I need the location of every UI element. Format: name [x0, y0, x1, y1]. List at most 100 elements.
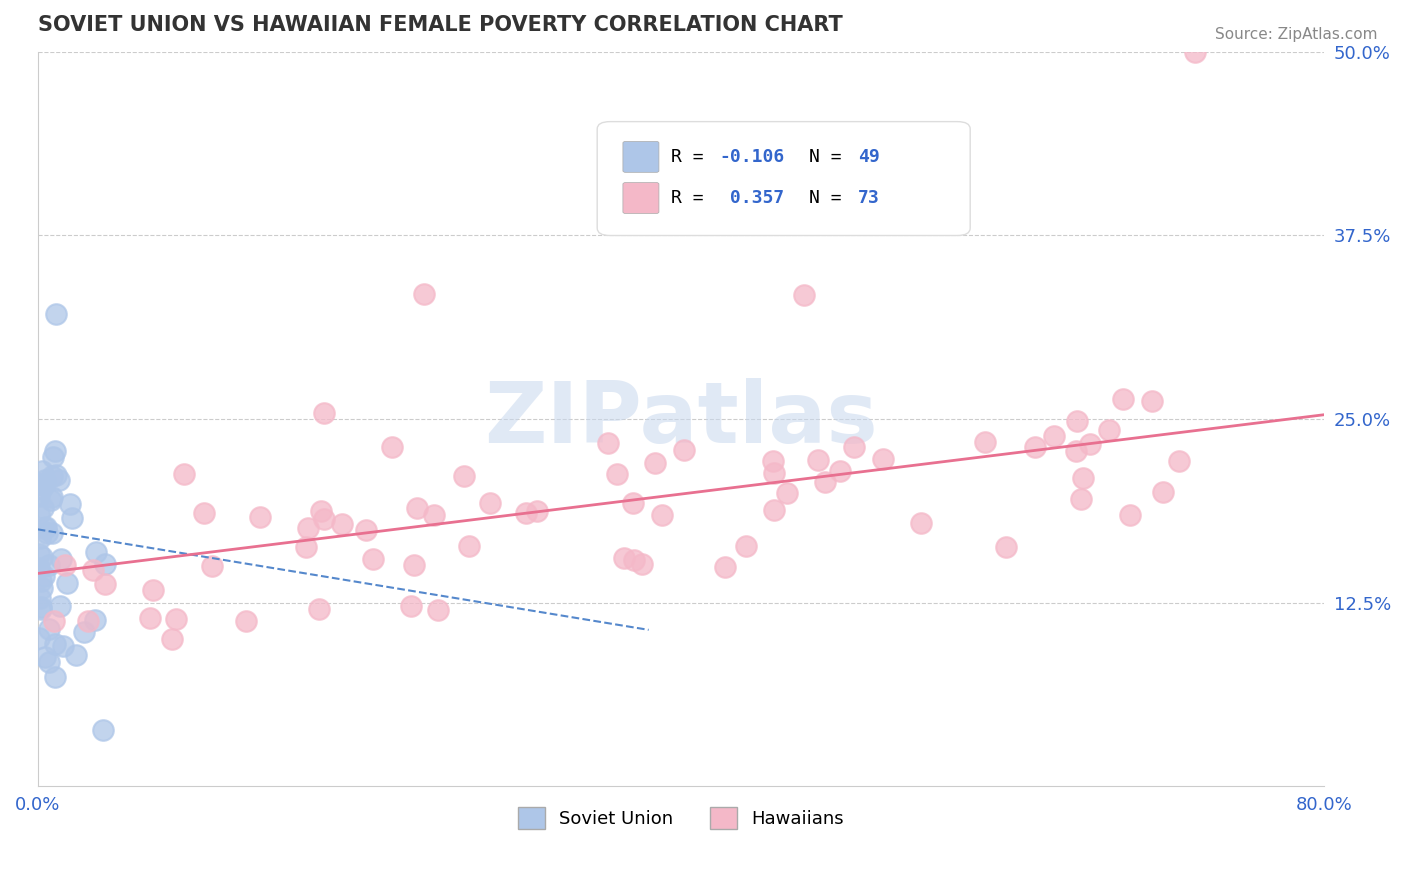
Point	[735, 540, 758, 554]
Text: 0.357: 0.357	[720, 189, 785, 207]
Point	[41, 468, 63, 483]
Point	[31, 481, 53, 495]
Point	[1167, 454, 1189, 468]
Point	[34, 521, 56, 535]
Point	[30, 599, 52, 614]
Point	[30, 477, 52, 491]
Point	[793, 288, 815, 302]
Point	[49, 599, 72, 614]
Point	[672, 442, 695, 457]
Point	[406, 500, 429, 515]
Point	[44, 443, 66, 458]
Point	[31, 464, 53, 478]
Point	[974, 434, 997, 449]
Point	[994, 540, 1017, 554]
Point	[94, 576, 117, 591]
Point	[1024, 440, 1046, 454]
FancyBboxPatch shape	[623, 183, 659, 213]
Point	[44, 637, 66, 651]
Point	[330, 517, 353, 532]
Point	[1071, 471, 1094, 485]
Point	[1070, 492, 1092, 507]
Text: ZIPatlas: ZIPatlas	[484, 377, 877, 460]
Point	[34, 650, 56, 665]
Point	[1118, 508, 1140, 522]
Point	[30, 591, 52, 606]
Point	[423, 508, 446, 522]
Point	[38, 622, 60, 636]
Text: N =: N =	[810, 148, 853, 166]
Point	[807, 452, 830, 467]
Point	[142, 583, 165, 598]
Point	[82, 563, 104, 577]
Point	[84, 544, 107, 558]
Point	[77, 614, 100, 628]
Point	[1064, 444, 1087, 458]
Point	[621, 496, 644, 510]
Point	[31, 550, 53, 565]
Point	[32, 500, 55, 515]
Point	[763, 466, 786, 480]
Point	[41, 526, 63, 541]
Point	[235, 614, 257, 628]
Point	[457, 540, 479, 554]
Point	[193, 507, 215, 521]
Point	[45, 307, 67, 321]
Point	[44, 670, 66, 684]
Point	[45, 468, 67, 483]
FancyBboxPatch shape	[598, 121, 970, 235]
Point	[613, 550, 636, 565]
Point	[1043, 429, 1066, 443]
Point	[51, 552, 73, 566]
Point	[1098, 423, 1121, 437]
Point	[162, 632, 184, 647]
Point	[309, 503, 332, 517]
Point	[94, 557, 117, 571]
Point	[295, 540, 318, 554]
Point	[34, 569, 56, 583]
Point	[714, 560, 737, 574]
Point	[842, 440, 865, 454]
Point	[35, 520, 58, 534]
Point	[1184, 45, 1206, 59]
Point	[828, 464, 851, 478]
Point	[598, 436, 620, 450]
Point	[42, 614, 65, 628]
Point	[872, 452, 894, 467]
Point	[173, 467, 195, 482]
Point	[623, 553, 645, 567]
Point	[91, 723, 114, 737]
Point	[910, 516, 932, 531]
Point	[48, 474, 70, 488]
Point	[28, 631, 51, 645]
Point	[28, 548, 51, 562]
Point	[28, 507, 51, 521]
Point	[526, 504, 548, 518]
Point	[1152, 484, 1174, 499]
Point	[308, 601, 330, 615]
Point	[1140, 394, 1163, 409]
Point	[138, 611, 160, 625]
Point	[73, 624, 96, 639]
Point	[761, 454, 783, 468]
Point	[249, 509, 271, 524]
Point	[651, 508, 673, 522]
Point	[53, 558, 76, 572]
Legend: Soviet Union, Hawaiians: Soviet Union, Hawaiians	[510, 800, 851, 836]
Text: 49: 49	[858, 148, 880, 166]
Point	[404, 558, 426, 572]
Text: R =: R =	[671, 189, 714, 207]
Text: -0.106: -0.106	[720, 148, 785, 166]
Point	[453, 469, 475, 483]
Point	[30, 602, 52, 616]
Point	[1078, 437, 1101, 451]
Text: 73: 73	[858, 189, 880, 207]
Point	[56, 576, 79, 591]
Point	[38, 655, 60, 669]
Point	[644, 456, 666, 470]
Point	[30, 574, 52, 588]
Point	[165, 612, 187, 626]
Point	[28, 489, 51, 503]
Text: N =: N =	[810, 189, 853, 207]
Point	[412, 287, 434, 301]
